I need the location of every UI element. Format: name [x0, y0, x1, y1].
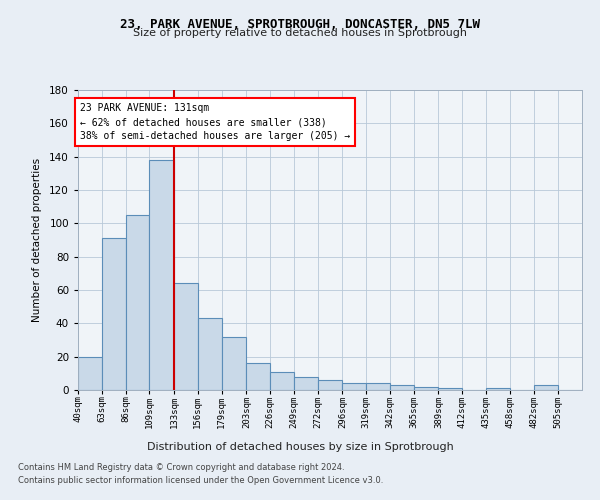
Bar	[149, 160, 174, 390]
Text: 23, PARK AVENUE, SPROTBROUGH, DONCASTER, DN5 7LW: 23, PARK AVENUE, SPROTBROUGH, DONCASTER,…	[120, 18, 480, 30]
Bar	[535, 385, 558, 390]
Text: Contains HM Land Registry data © Crown copyright and database right 2024.: Contains HM Land Registry data © Crown c…	[18, 464, 344, 472]
Text: Distribution of detached houses by size in Sprotbrough: Distribution of detached houses by size …	[146, 442, 454, 452]
Bar	[413, 386, 439, 390]
Bar	[294, 376, 317, 390]
Text: Size of property relative to detached houses in Sprotbrough: Size of property relative to detached ho…	[133, 28, 467, 38]
Bar	[102, 238, 125, 390]
Text: Contains public sector information licensed under the Open Government Licence v3: Contains public sector information licen…	[18, 476, 383, 485]
Text: 23 PARK AVENUE: 131sqm
← 62% of detached houses are smaller (338)
38% of semi-de: 23 PARK AVENUE: 131sqm ← 62% of detached…	[80, 104, 350, 142]
Bar	[366, 384, 390, 390]
Bar	[198, 318, 221, 390]
Bar	[174, 284, 198, 390]
Bar	[343, 384, 366, 390]
Bar	[317, 380, 343, 390]
Bar	[125, 215, 149, 390]
Bar	[439, 388, 462, 390]
Bar	[221, 336, 247, 390]
Bar	[247, 364, 270, 390]
Bar	[486, 388, 510, 390]
Bar	[390, 385, 413, 390]
Y-axis label: Number of detached properties: Number of detached properties	[32, 158, 42, 322]
Bar	[78, 356, 102, 390]
Bar	[270, 372, 294, 390]
